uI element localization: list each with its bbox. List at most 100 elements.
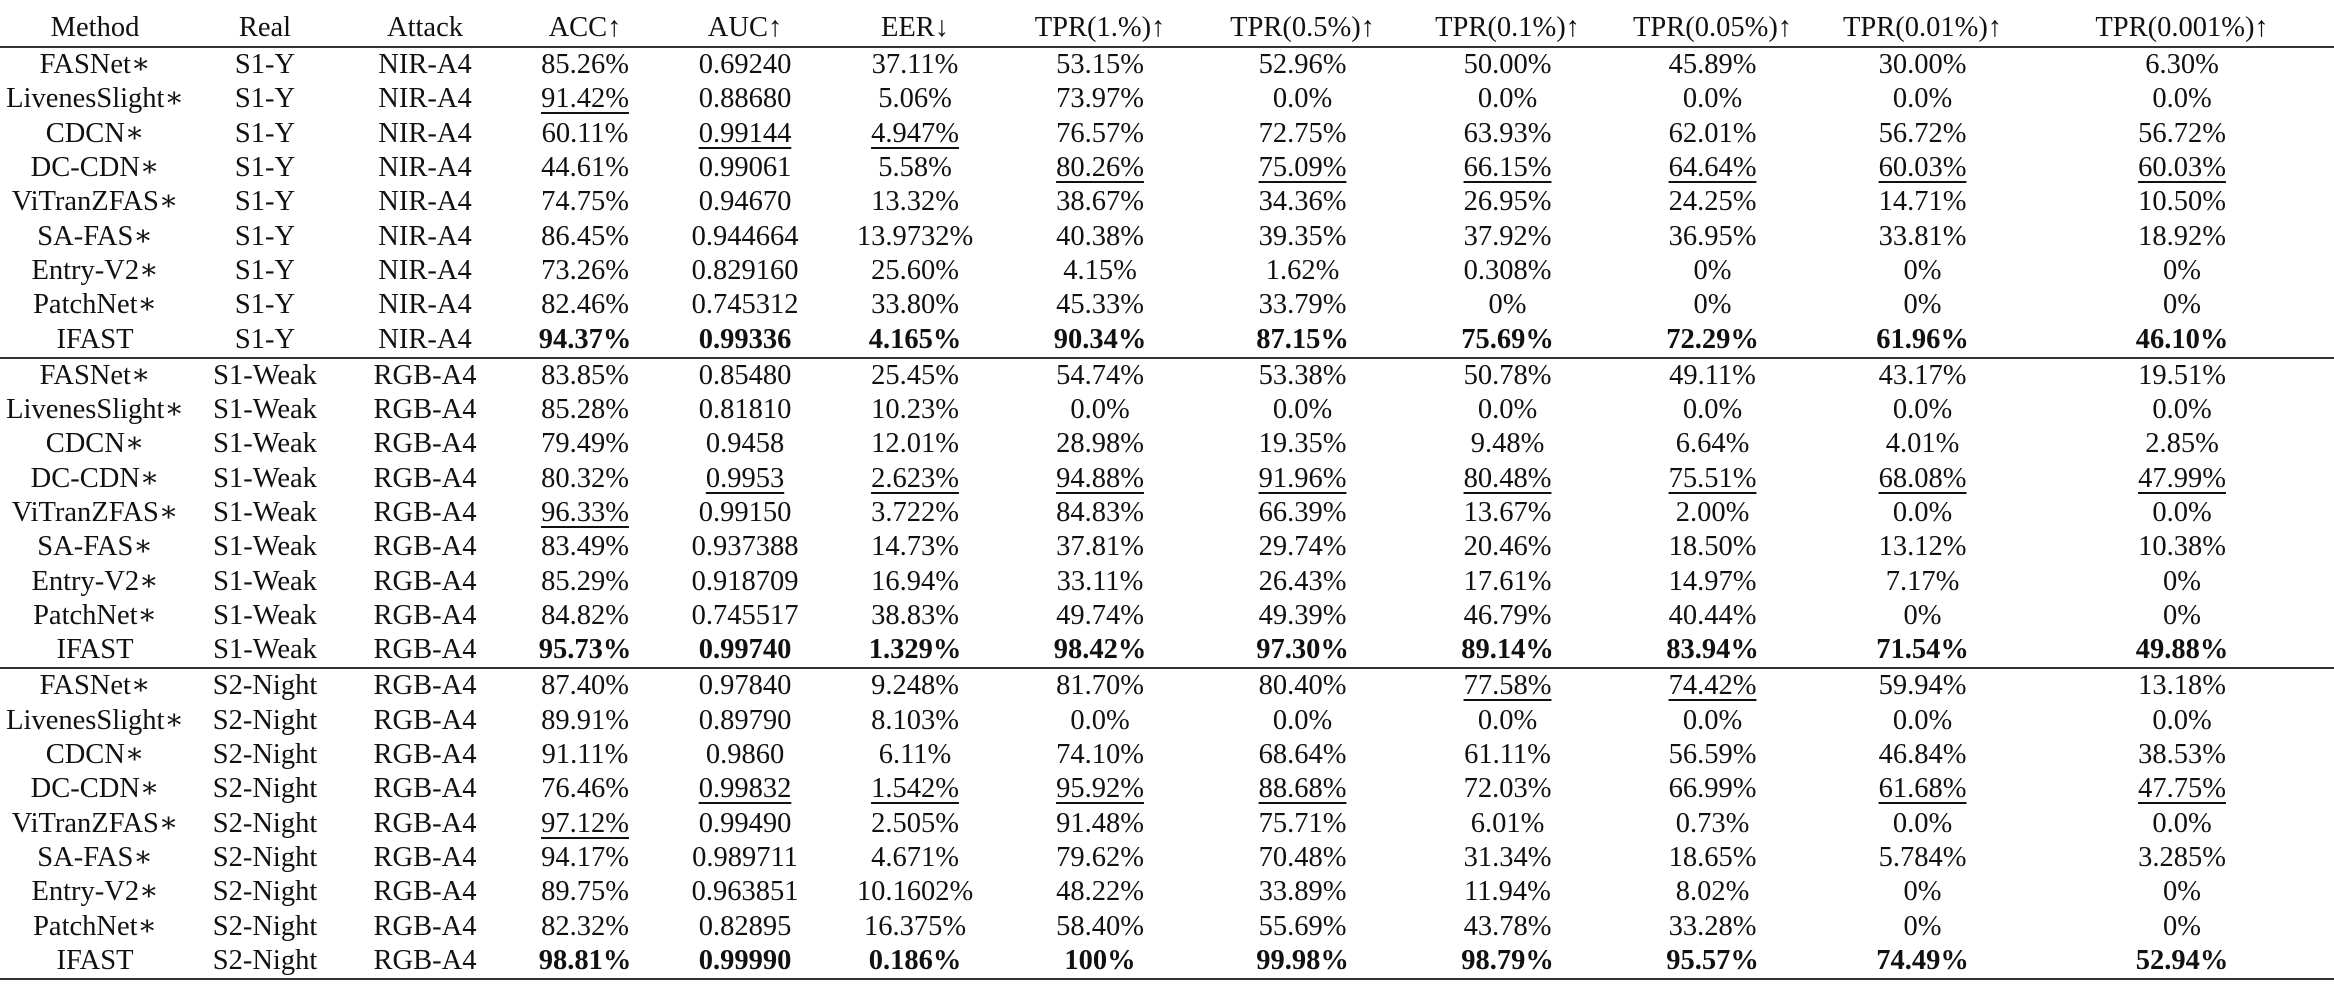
method-cell: DC-CDN∗: [0, 772, 190, 806]
method-cell: Entry-V2∗: [0, 254, 190, 288]
cell-value: 71.54%: [1876, 634, 1969, 666]
table-cell: 49.11%: [1610, 356, 1815, 393]
table-cell: 85.26%: [510, 47, 660, 82]
table-row: Entry-V2∗ S1-Y NIR-A4 73.26% 0.829160 25.60% 4…: [0, 254, 2334, 288]
table-cell: 0.99061: [660, 151, 830, 185]
cell-value: 91.96%: [1258, 462, 1347, 494]
method-cell: DC-CDN∗: [0, 151, 190, 185]
cell-value: 0%: [2163, 876, 2201, 908]
cell-value: 0.0%: [1892, 394, 1953, 426]
table-cell: 87.15%: [1200, 322, 1405, 357]
table-cell: 70.48%: [1200, 841, 1405, 875]
cell-value: 0.0%: [1682, 704, 1743, 736]
cell-value: NIR-A4: [378, 254, 472, 286]
cell-value: RGB-A4: [373, 497, 477, 528]
table-row: Entry-V2∗ S2-Night RGB-A4 89.75% 0.963851 10.…: [0, 875, 2334, 909]
table-cell: 37.11%: [830, 47, 1000, 82]
cell-value: S2-Night: [212, 944, 318, 976]
cell-value: S2-Night: [212, 910, 318, 942]
cell-value: 16.94%: [871, 565, 959, 597]
table-cell: 0.0%: [2030, 704, 2334, 738]
cell-value: 3.285%: [2138, 841, 2226, 873]
cell-value: 4.671%: [871, 841, 959, 873]
cell-value: 9.48%: [1470, 428, 1545, 460]
table-cell: 0.99144: [660, 117, 830, 151]
table-cell: S2-Night: [190, 772, 340, 806]
cell-value: 25.60%: [871, 254, 959, 286]
cell-value: 0%: [2163, 599, 2201, 631]
cell-value: 63.93%: [1463, 117, 1552, 149]
table-cell: 13.9732%: [830, 219, 1000, 253]
table-row: CDCN∗ S1-Y NIR-A4 60.11% 0.99144 4.947% 76.57%…: [0, 117, 2334, 151]
cell-value: 50.78%: [1463, 359, 1552, 391]
cell-value: FASNet∗: [39, 670, 151, 702]
cell-value: NIR-A4: [378, 152, 472, 184]
table-cell: 33.11%: [1000, 564, 1200, 598]
table-cell: 0%: [1610, 254, 1815, 288]
table-cell: 4.15%: [1000, 254, 1200, 288]
cell-value: 56.59%: [1668, 739, 1757, 771]
cell-value: 0.0%: [1272, 394, 1333, 426]
table-row: ViTranZFAS∗ S1-Weak RGB-A4 96.33% 0.99150 3.7…: [0, 496, 2334, 530]
table-cell: 97.12%: [510, 807, 660, 841]
cell-value: 94.17%: [541, 841, 629, 873]
table-cell: RGB-A4: [340, 599, 510, 633]
table-cell: 0.0%: [1815, 704, 2030, 738]
method-cell: DC-CDN∗: [0, 462, 190, 496]
table-cell: 99.98%: [1200, 943, 1405, 981]
cell-value: S1-Weak: [213, 462, 317, 494]
table-cell: 0%: [1815, 909, 2030, 943]
column-header: AUC↑: [660, 10, 830, 48]
cell-value: 7.17%: [1885, 565, 1960, 597]
cell-value: 1.62%: [1265, 254, 1340, 286]
cell-value: 0.99490: [698, 807, 792, 839]
cell-value: 96.33%: [541, 497, 629, 528]
cell-value: S2-Night: [212, 876, 318, 908]
table-row: Entry-V2∗ S1-Weak RGB-A4 85.29% 0.918709 16.9…: [0, 564, 2334, 598]
table-cell: 66.39%: [1200, 496, 1405, 530]
cell-value: S1-Y: [234, 289, 296, 321]
cell-value: 61.68%: [1878, 773, 1967, 805]
table-cell: 24.25%: [1610, 185, 1815, 219]
cell-value: 4.947%: [871, 117, 959, 149]
cell-value: NIR-A4: [378, 117, 472, 149]
method-cell: ViTranZFAS∗: [0, 807, 190, 841]
cell-value: 58.40%: [1056, 910, 1144, 942]
cell-value: 36.95%: [1668, 220, 1757, 252]
cell-value: 0.88680: [698, 83, 792, 115]
cell-value: 0.0%: [1070, 704, 1130, 736]
cell-value: S1-Weak: [213, 359, 317, 391]
cell-value: 60.03%: [1878, 152, 1967, 184]
table-cell: 94.17%: [510, 841, 660, 875]
table-cell: 96.33%: [510, 496, 660, 530]
cell-value: IFAST: [56, 634, 134, 666]
cell-value: 0%: [1488, 289, 1527, 321]
table-cell: 49.39%: [1200, 599, 1405, 633]
table-cell: S2-Night: [190, 841, 340, 875]
cell-value: 13.9732%: [856, 220, 974, 252]
method-cell: LivenesSlight∗: [0, 82, 190, 116]
table-cell: 91.96%: [1200, 462, 1405, 496]
table-cell: 0.0%: [1200, 704, 1405, 738]
table-cell: S1-Y: [190, 185, 340, 219]
cell-value: 8.02%: [1675, 876, 1750, 908]
cell-value: 74.10%: [1056, 739, 1144, 771]
table-cell: 0.73%: [1610, 807, 1815, 841]
cell-value: 0.308%: [1463, 254, 1552, 286]
cell-value: NIR-A4: [378, 49, 472, 81]
cell-value: 40.38%: [1056, 220, 1144, 252]
cell-value: 19.35%: [1258, 428, 1347, 460]
table-cell: 0%: [1815, 599, 2030, 633]
table-row: LivenesSlight∗ S1-Y NIR-A4 91.42% 0.88680 5.0…: [0, 82, 2334, 116]
table-cell: 83.94%: [1610, 633, 1815, 668]
method-cell: Entry-V2∗: [0, 875, 190, 909]
table-cell: 83.49%: [510, 530, 660, 564]
table-cell: 33.28%: [1610, 909, 1815, 943]
cell-value: 0%: [1903, 289, 1942, 321]
cell-value: 54.74%: [1056, 359, 1144, 391]
table-cell: 31.34%: [1405, 841, 1610, 875]
table-cell: S1-Weak: [190, 496, 340, 530]
table-cell: 0.0%: [1405, 704, 1610, 738]
table-cell: S1-Y: [190, 47, 340, 82]
cell-value: 0%: [1903, 910, 1942, 942]
